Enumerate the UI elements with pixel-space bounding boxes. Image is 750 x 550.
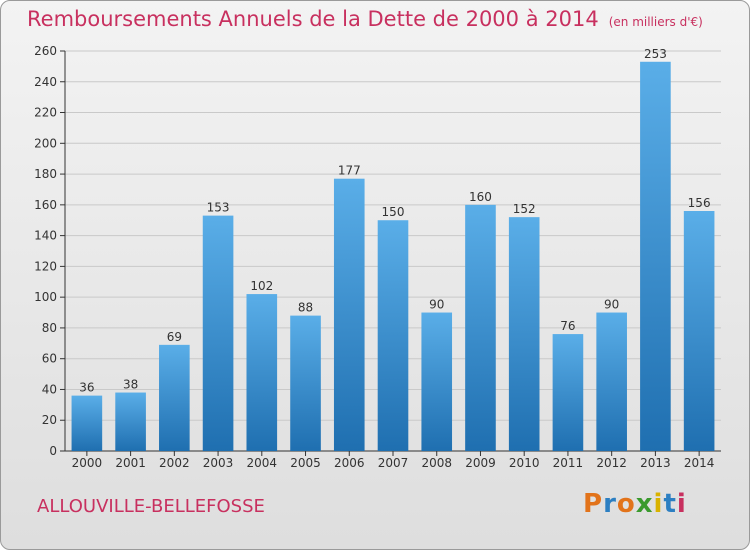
proxiti-logo: Proxiti: [583, 489, 687, 519]
x-tick-label: 2007: [378, 456, 409, 470]
y-tick-label: 20: [42, 413, 57, 427]
data-label: 102: [250, 279, 273, 293]
y-tick-label: 40: [42, 382, 57, 396]
bar: [552, 334, 584, 451]
data-label: 150: [382, 205, 405, 219]
bar: [508, 217, 540, 451]
x-tick-label: 2012: [596, 456, 627, 470]
x-tick-label: 2005: [290, 456, 321, 470]
data-label: 90: [604, 298, 619, 312]
bar: [465, 204, 496, 451]
x-tick-label: 2008: [421, 456, 452, 470]
bar: [290, 315, 321, 451]
x-tick-label: 2009: [465, 456, 496, 470]
chart-unit-label: (en milliers d'€): [608, 15, 703, 29]
bar: [683, 211, 715, 451]
bar: [377, 220, 409, 451]
x-tick-label: 2002: [159, 456, 190, 470]
bar: [640, 61, 671, 452]
y-tick-label: 240: [34, 75, 57, 89]
bar: [333, 178, 365, 451]
logo-letter: t: [663, 489, 677, 519]
y-tick-label: 160: [34, 198, 57, 212]
bar: [71, 395, 103, 451]
x-tick-label: 2006: [334, 456, 365, 470]
x-tick-label: 2014: [684, 456, 715, 470]
data-label: 69: [167, 330, 182, 344]
logo-letter: P: [583, 489, 604, 519]
bar: [246, 294, 278, 451]
x-tick-label: 2003: [203, 456, 234, 470]
y-tick-label: 180: [34, 167, 57, 181]
x-tick-label: 2013: [640, 456, 671, 470]
data-label: 90: [429, 298, 444, 312]
y-tick-label: 260: [34, 44, 57, 58]
data-label: 177: [338, 164, 361, 178]
x-tick-label: 2001: [115, 456, 146, 470]
data-label: 253: [644, 47, 667, 61]
y-tick-label: 220: [34, 106, 57, 120]
y-tick-label: 120: [34, 259, 57, 273]
data-label: 156: [688, 196, 711, 210]
chart-title: Remboursements Annuels de la Dette de 20…: [27, 7, 703, 31]
bar: [202, 215, 234, 451]
data-label: 153: [207, 201, 230, 215]
x-tick-label: 2000: [72, 456, 103, 470]
y-tick-label: 0: [49, 444, 57, 458]
commune-name: ALLOUVILLE-BELLEFOSSE: [37, 496, 265, 517]
bar: [421, 312, 453, 451]
logo-letter: r: [603, 489, 617, 519]
data-label: 36: [79, 381, 94, 395]
y-tick-label: 100: [34, 290, 57, 304]
data-label: 160: [469, 190, 492, 204]
bar: [596, 312, 627, 451]
data-label: 152: [513, 202, 536, 216]
y-tick-label: 60: [42, 352, 57, 366]
data-label: 88: [298, 301, 313, 315]
logo-letter: i: [676, 489, 687, 519]
bar: [115, 392, 146, 451]
data-label: 76: [560, 319, 575, 333]
logo-letter: i: [653, 489, 664, 519]
x-tick-label: 2011: [553, 456, 584, 470]
chart-title-text: Remboursements Annuels de la Dette de 20…: [27, 7, 599, 31]
y-tick-label: 80: [42, 321, 57, 335]
logo-letter: x: [635, 489, 654, 519]
x-tick-label: 2010: [509, 456, 540, 470]
y-tick-label: 140: [34, 229, 57, 243]
x-tick-label: 2004: [247, 456, 278, 470]
y-tick-label: 200: [34, 136, 57, 150]
bar: [159, 344, 190, 451]
data-label: 38: [123, 378, 138, 392]
logo-letter: o: [616, 489, 636, 519]
